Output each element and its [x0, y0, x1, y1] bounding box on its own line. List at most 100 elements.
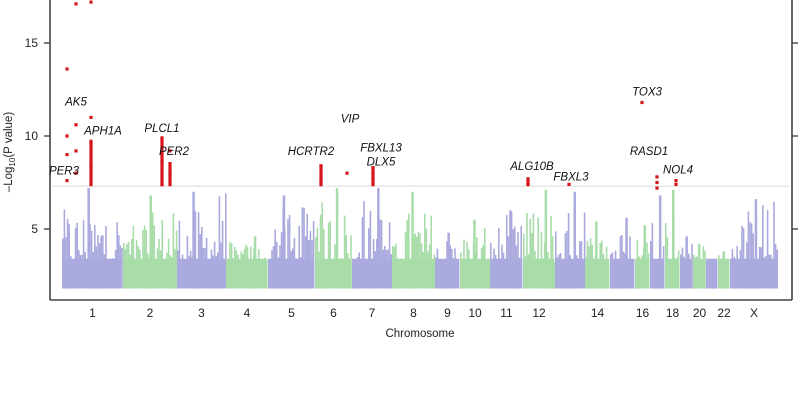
snp-column: [156, 248, 159, 289]
snp-column: [398, 261, 400, 289]
chromosome-11-snps: [490, 210, 523, 289]
snp-column: [691, 243, 693, 289]
significant-snp-stack: [319, 165, 323, 187]
snp-column: [62, 238, 64, 289]
snp-column: [248, 262, 250, 289]
snp-column: [175, 230, 178, 289]
snp-column: [746, 242, 748, 289]
snp-column: [776, 249, 778, 289]
snp-column: [694, 257, 697, 289]
snp-column: [502, 252, 505, 289]
snp-column: [97, 235, 99, 289]
snp-peak: [697, 243, 701, 289]
gene-label-alg10b: ALG10B: [509, 161, 554, 173]
axes: [49, 0, 793, 301]
snp-peak: [473, 219, 476, 289]
snp-column: [572, 261, 575, 289]
snp-column: [66, 219, 69, 289]
snp-column: [583, 212, 586, 289]
snp-column: [750, 223, 753, 289]
snp-column: [768, 254, 770, 289]
snp-column: [654, 261, 657, 289]
snp-peak: [722, 251, 725, 289]
snp-column: [159, 250, 162, 289]
x-tick-label-chr-8: 8: [410, 306, 417, 320]
snp-column: [304, 236, 307, 289]
x-tick-label-chr-12: 12: [532, 306, 546, 320]
chromosome-10-snps: [460, 219, 491, 289]
snp-column: [296, 262, 299, 289]
snp-column: [379, 219, 381, 289]
snp-column: [498, 228, 500, 289]
significant-snp-point: [168, 149, 172, 153]
snp-column: [73, 259, 75, 289]
snp-column: [368, 228, 370, 289]
chromosome-14-snps: [585, 221, 610, 289]
snp-column: [331, 258, 333, 289]
snp-column: [559, 253, 562, 289]
snp-column: [392, 246, 394, 289]
snp-column: [515, 245, 518, 289]
snp-column: [266, 260, 268, 289]
snp-column: [504, 262, 506, 289]
snp-column: [665, 223, 667, 289]
significant-snp-point: [655, 186, 659, 190]
snp-column: [396, 258, 399, 289]
snp-column: [262, 260, 265, 289]
snp-column: [329, 221, 331, 289]
snp-column: [132, 225, 135, 289]
snp-column: [550, 216, 552, 289]
snp-column: [298, 225, 300, 289]
snp-column: [269, 259, 272, 289]
snp-column: [155, 262, 157, 289]
snp-peak: [672, 189, 675, 289]
snp-column: [551, 236, 554, 289]
snp-columns: [62, 188, 778, 289]
x-tick-label-chr-1: 1: [89, 306, 96, 320]
snp-column: [163, 261, 165, 289]
significant-snp-stack: [371, 167, 375, 187]
snp-column: [65, 237, 67, 289]
snp-column: [191, 257, 193, 289]
snp-column: [217, 252, 219, 289]
y-tick-label: 5: [31, 222, 38, 236]
snp-column: [666, 237, 669, 289]
snp-column: [591, 244, 593, 289]
snp-column: [579, 241, 581, 289]
snp-column: [597, 260, 600, 289]
gene-labels: PER3 AK5 APH1A PLCL1 PER2 HCRTR2 VIP FBXL13 DLX5…: [49, 87, 693, 184]
chromosome-17-snps: [650, 195, 665, 289]
x-tick-label-chr-10: 10: [468, 306, 482, 320]
snp-column: [124, 248, 127, 289]
snp-column: [582, 259, 584, 289]
snp-column: [715, 260, 718, 289]
snp-column: [428, 244, 431, 289]
snp-column: [153, 225, 155, 289]
chromosome-1-snps: [62, 188, 123, 289]
snp-column: [676, 257, 678, 289]
snp-column: [439, 262, 442, 289]
snp-column: [417, 231, 420, 289]
snp-column: [627, 259, 630, 289]
snp-column: [727, 262, 730, 289]
snp-column: [564, 233, 567, 289]
snp-column: [140, 259, 143, 289]
snp-column: [420, 243, 423, 289]
snp-column: [178, 220, 181, 289]
snp-column: [158, 238, 160, 289]
snp-column: [63, 209, 66, 289]
snp-column: [167, 238, 170, 289]
snp-column: [226, 259, 228, 289]
snp-column: [194, 211, 197, 289]
gene-label-rasd1: RASD1: [630, 146, 668, 158]
snp-column: [476, 237, 478, 289]
snp-column: [143, 225, 146, 289]
snp-column: [741, 225, 743, 289]
snp-column: [172, 213, 175, 289]
snp-column: [585, 257, 587, 289]
snp-column: [773, 201, 775, 289]
snp-column: [380, 220, 383, 289]
gene-label-per3: PER3: [49, 166, 80, 178]
snp-column: [210, 249, 213, 289]
snp-column: [238, 262, 241, 289]
